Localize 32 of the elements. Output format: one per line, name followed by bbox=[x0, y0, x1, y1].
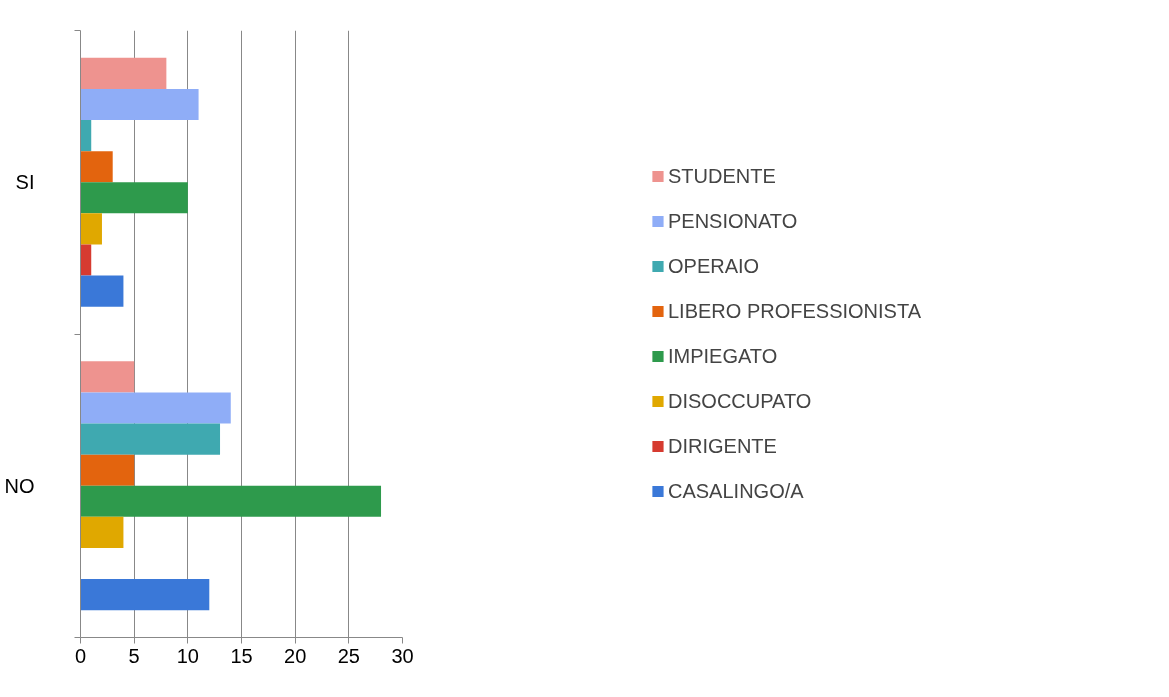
legend-label: DISOCCUPATO bbox=[667, 389, 812, 413]
bar bbox=[80, 88, 199, 121]
bar bbox=[80, 392, 231, 424]
legend-label: IMPIEGATO bbox=[667, 344, 778, 368]
bar bbox=[80, 182, 188, 214]
x-tick-label: 0 bbox=[74, 644, 87, 667]
bar bbox=[80, 485, 382, 517]
x-tick-label: 20 bbox=[284, 644, 307, 667]
x-tick-label: 15 bbox=[230, 644, 253, 667]
bar bbox=[80, 454, 135, 486]
legend-label: LIBERO PROFESSIONISTA bbox=[667, 299, 922, 323]
bar bbox=[80, 151, 113, 183]
bar bbox=[80, 244, 92, 276]
y-tick-label: NO bbox=[4, 474, 35, 497]
bar bbox=[80, 57, 167, 89]
y-tick-label: SI bbox=[15, 171, 35, 194]
legend-label: CASALINGO/A bbox=[667, 479, 804, 503]
bar bbox=[80, 579, 210, 611]
legend-label: STUDENTE bbox=[667, 164, 776, 188]
x-tick-label: 30 bbox=[391, 644, 414, 667]
x-tick-label: 10 bbox=[176, 644, 199, 667]
bar bbox=[80, 213, 102, 245]
legend-label: PENSIONATO bbox=[667, 209, 798, 233]
x-tick-label: 25 bbox=[337, 644, 360, 667]
bar bbox=[80, 275, 124, 307]
legend-label: DIRIGENTE bbox=[667, 434, 777, 458]
bar bbox=[80, 423, 221, 455]
bar bbox=[80, 516, 124, 548]
bar bbox=[80, 120, 92, 152]
x-tick-label: 5 bbox=[128, 644, 140, 667]
legend-label: OPERAIO bbox=[667, 254, 760, 278]
bar bbox=[80, 361, 135, 393]
